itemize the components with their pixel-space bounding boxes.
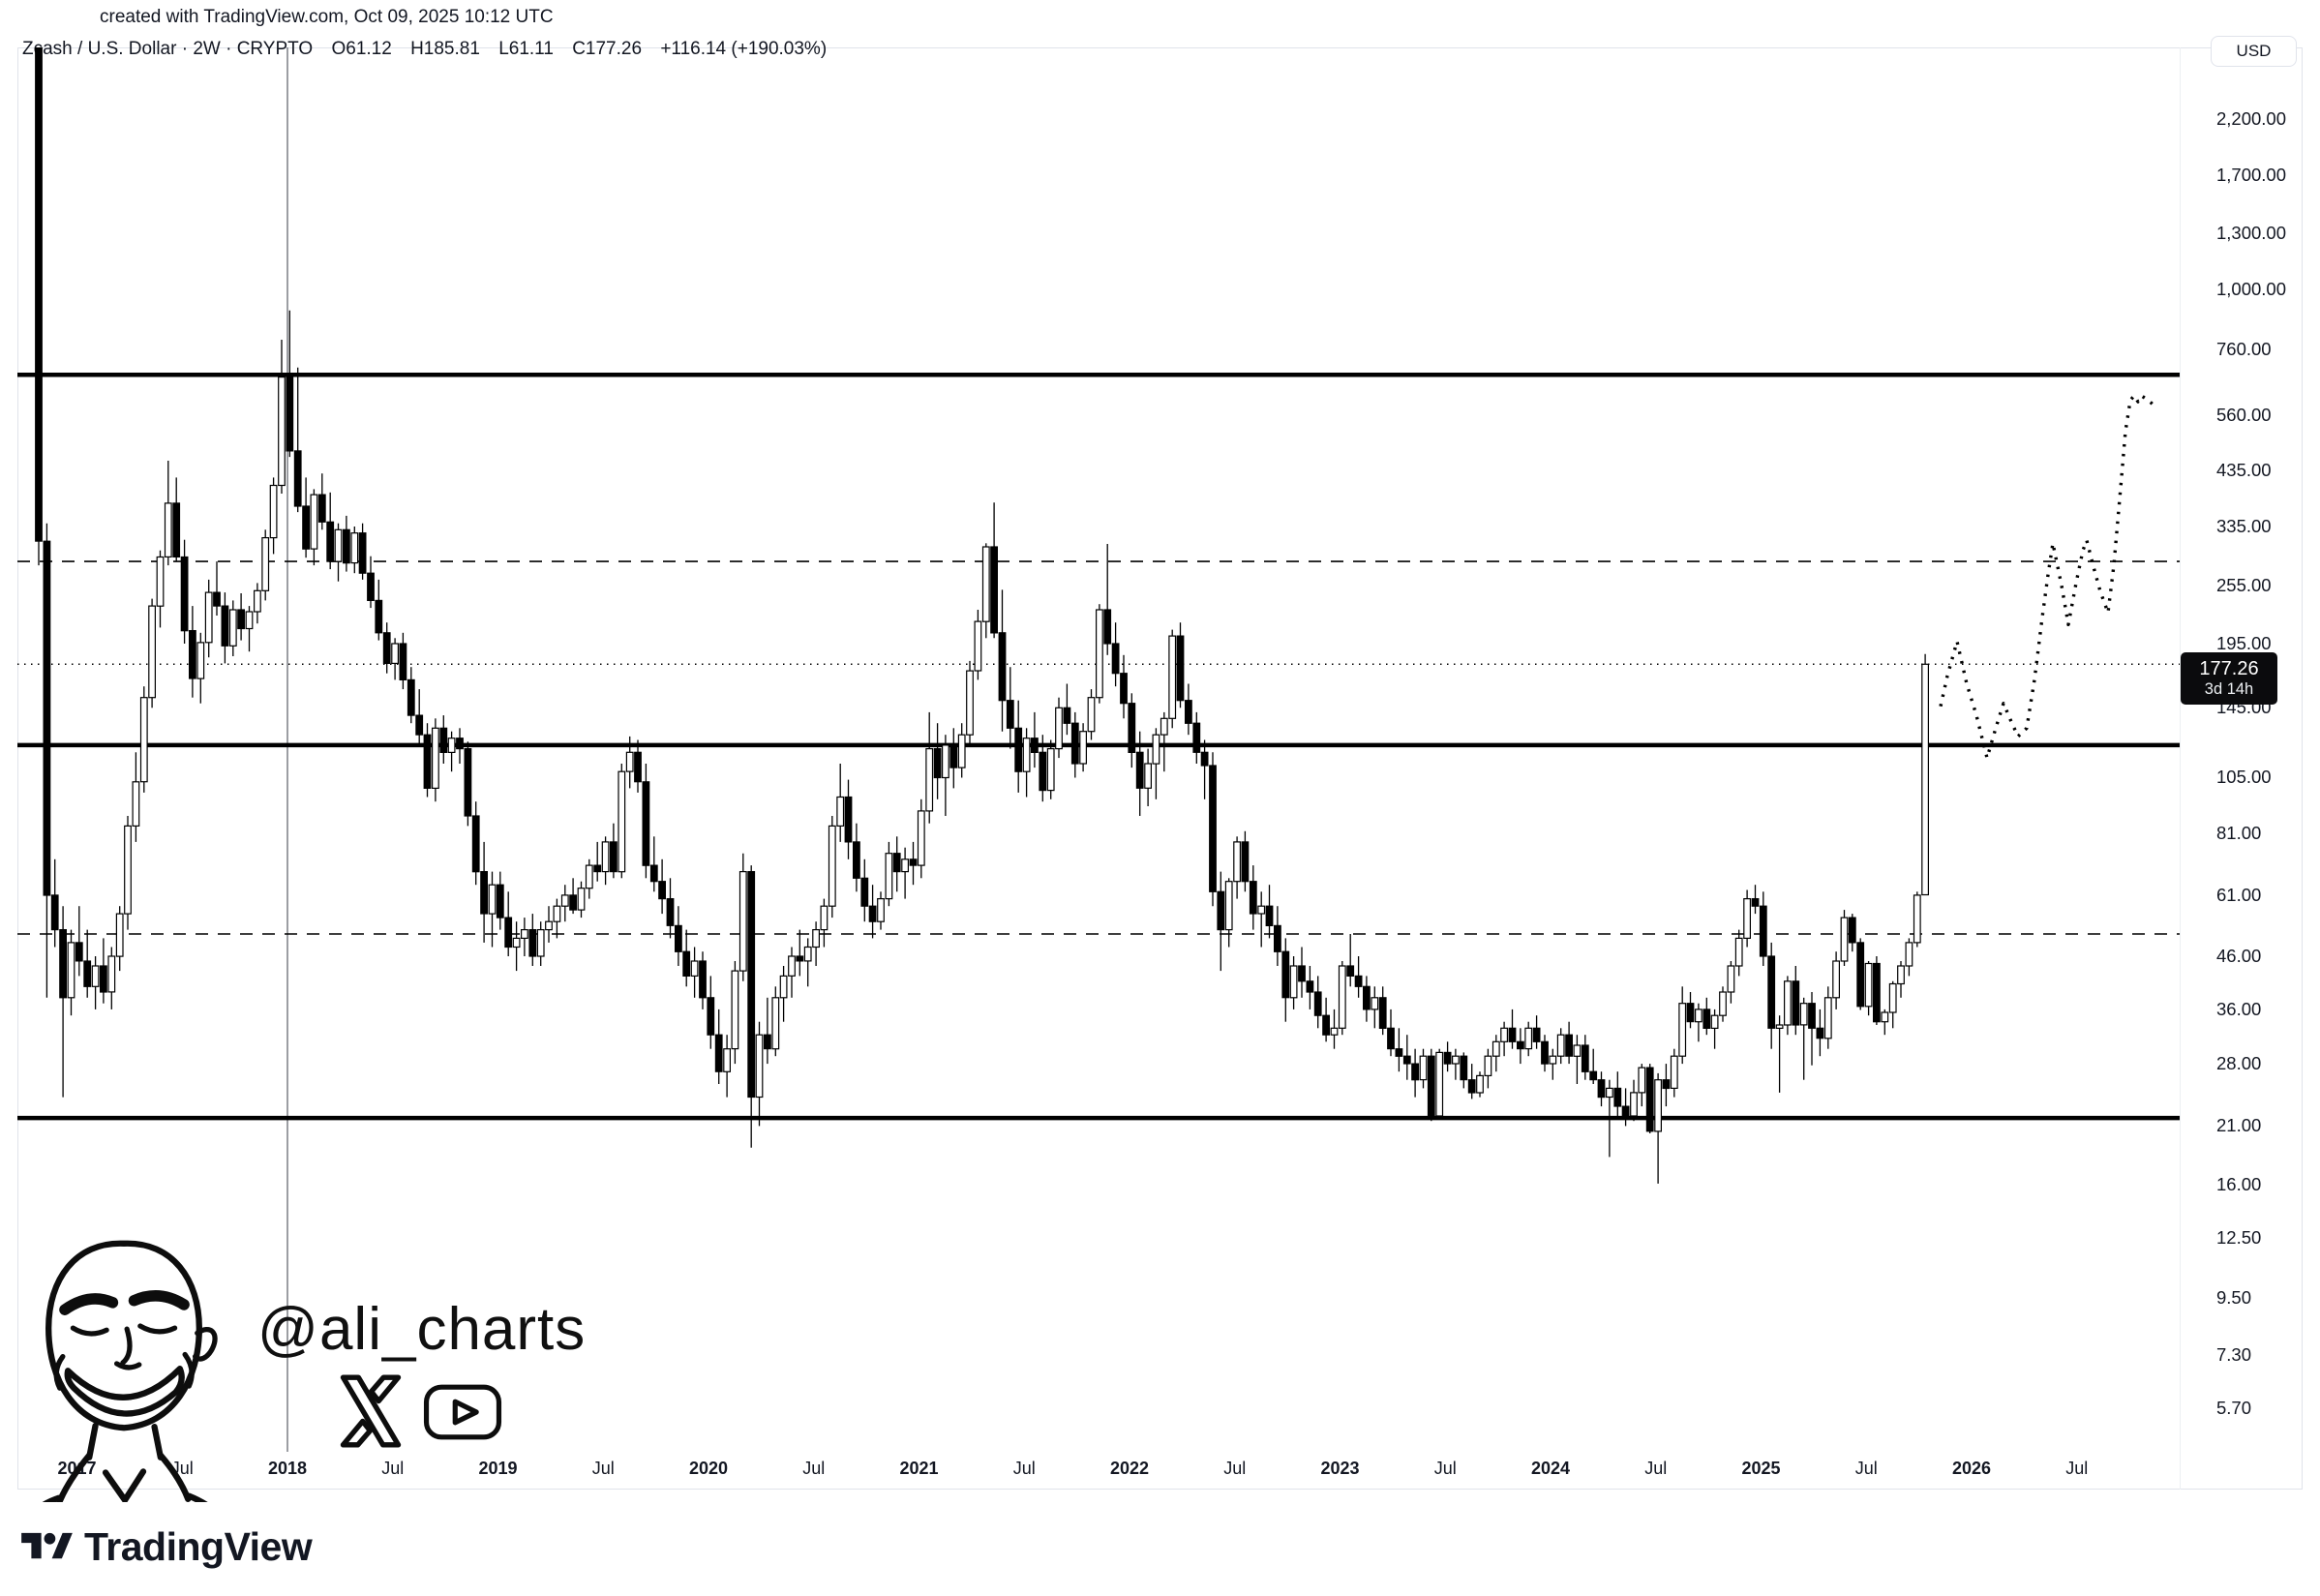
ohlc-high: H185.81 bbox=[410, 39, 480, 59]
pane-border-right bbox=[2302, 47, 2303, 1490]
symbol-header: Zcash / U.S. Dollar · 2W · CRYPTO O61.12… bbox=[22, 39, 840, 60]
price-tick-label: 61.00 bbox=[2216, 884, 2262, 905]
watermark-handle: @ali_charts bbox=[257, 1296, 587, 1363]
time-tick-label: 2026 bbox=[1951, 1459, 1992, 1478]
youtube-logo-icon bbox=[423, 1384, 502, 1440]
time-tick-label: 2021 bbox=[899, 1459, 939, 1478]
price-tick-label: 2,200.00 bbox=[2216, 108, 2287, 130]
price-tick-label: 435.00 bbox=[2216, 459, 2272, 480]
candle-countdown: 3d 14h bbox=[2204, 680, 2254, 699]
time-tick-label: 2023 bbox=[1320, 1459, 1360, 1478]
ohlc-change: +116.14 (+190.03%) bbox=[660, 39, 828, 59]
created-with-line: created with TradingView.com, Oct 09, 20… bbox=[100, 7, 554, 27]
last-price-badge[interactable]: 177.26 3d 14h bbox=[2181, 652, 2277, 705]
pane-border-bottom bbox=[17, 1489, 2302, 1490]
time-tick-label: Jul bbox=[1644, 1459, 1668, 1478]
price-tick-label: 28.00 bbox=[2216, 1053, 2262, 1074]
time-tick-label: Jul bbox=[2065, 1459, 2089, 1478]
x-logo-icon bbox=[340, 1374, 402, 1448]
time-tick-label: 2025 bbox=[1741, 1459, 1781, 1478]
price-tick-label: 105.00 bbox=[2216, 767, 2272, 788]
time-tick-label: Jul bbox=[1223, 1459, 1247, 1478]
price-tick-label: 1,700.00 bbox=[2216, 164, 2287, 185]
ohlc-open: O61.12 bbox=[331, 39, 392, 59]
price-tick-label: 7.30 bbox=[2216, 1343, 2252, 1365]
time-tick-label: Jul bbox=[591, 1459, 615, 1478]
price-tick-label: 195.00 bbox=[2216, 633, 2272, 653]
price-tick-label: 1,000.00 bbox=[2216, 279, 2287, 300]
price-tick-label: 9.50 bbox=[2216, 1286, 2252, 1308]
time-tick-label: Jul bbox=[1012, 1459, 1036, 1478]
currency-button[interactable]: USD bbox=[2211, 36, 2297, 67]
time-tick-label: Jul bbox=[381, 1459, 405, 1478]
artist-face-doodle bbox=[42, 1240, 218, 1502]
price-tick-label: 81.00 bbox=[2216, 823, 2262, 844]
price-tick-label: 46.00 bbox=[2216, 946, 2262, 967]
price-tick-label: 560.00 bbox=[2216, 405, 2272, 426]
price-tick-label: 16.00 bbox=[2216, 1174, 2262, 1195]
time-tick-label: 2018 bbox=[267, 1459, 308, 1478]
price-tick-label: 36.00 bbox=[2216, 998, 2262, 1019]
time-tick-label: 2024 bbox=[1530, 1459, 1571, 1478]
symbol-title: Zcash / U.S. Dollar · 2W · CRYPTO bbox=[22, 39, 314, 59]
price-tick-label: 5.70 bbox=[2216, 1398, 2252, 1419]
price-tick-label: 760.00 bbox=[2216, 338, 2272, 359]
time-scale[interactable]: 2017 Jul 2018 Jul 2019 Jul 2020 Jul 2021 Jul 2022 J… bbox=[0, 1452, 2320, 1489]
pane-border-top bbox=[17, 47, 2302, 48]
ohlc-low: L61.11 bbox=[498, 39, 554, 59]
tradingview-logo[interactable]: TradingView bbox=[21, 1524, 313, 1570]
pane-border-left bbox=[17, 47, 18, 1490]
time-tick-label: 2022 bbox=[1109, 1459, 1150, 1478]
price-tick-label: 335.00 bbox=[2216, 515, 2272, 536]
time-tick-label: 2020 bbox=[688, 1459, 729, 1478]
time-tick-label: 2019 bbox=[478, 1459, 518, 1478]
tradingview-logo-icon bbox=[21, 1532, 73, 1559]
price-tick-label: 21.00 bbox=[2216, 1115, 2262, 1136]
time-tick-label: Jul bbox=[1433, 1459, 1457, 1478]
price-tick-label: 1,300.00 bbox=[2216, 222, 2287, 243]
time-tick-label: Jul bbox=[802, 1459, 826, 1478]
price-scale[interactable]: 2,200.00 1,700.00 1,300.00 1,000.00 760.00 56… bbox=[2180, 47, 2320, 1489]
last-price-value: 177.26 bbox=[2199, 658, 2259, 680]
ohlc-close: C177.26 bbox=[572, 39, 643, 59]
price-tick-label: 12.50 bbox=[2216, 1227, 2262, 1249]
price-tick-label: 255.00 bbox=[2216, 574, 2272, 595]
price-projection-path bbox=[1939, 394, 2158, 760]
time-tick-label: Jul bbox=[1854, 1459, 1878, 1478]
axis-separator bbox=[2180, 47, 2181, 1490]
tradingview-logo-text: TradingView bbox=[84, 1524, 313, 1569]
